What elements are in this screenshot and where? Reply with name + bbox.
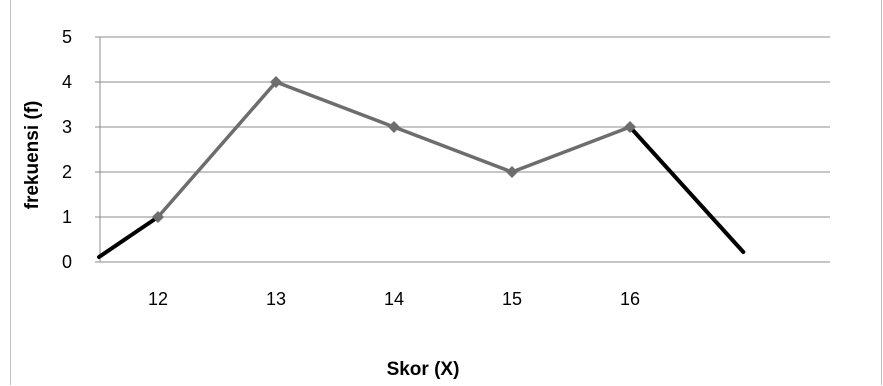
extension-line-right bbox=[628, 125, 746, 254]
y-tick-label-4: 4 bbox=[62, 72, 72, 92]
x-axis-title: Skor (X) bbox=[387, 359, 460, 380]
y-tick-label-2: 2 bbox=[62, 162, 72, 182]
series-line bbox=[156, 80, 631, 219]
x-tick-label-15: 15 bbox=[502, 289, 522, 309]
series-markers bbox=[152, 76, 636, 223]
x-tick-label-16: 16 bbox=[620, 289, 640, 309]
series-line-path bbox=[156, 80, 631, 219]
data-point-13 bbox=[270, 76, 282, 88]
y-tick-label-0: 0 bbox=[62, 252, 72, 272]
data-point-12 bbox=[152, 211, 164, 223]
chart-frame bbox=[10, 0, 882, 385]
y-axis-tick-labels: 0 1 2 3 4 5 bbox=[62, 27, 72, 272]
grid-lines bbox=[95, 36, 830, 263]
data-point-15 bbox=[506, 166, 518, 178]
x-tick-label-12: 12 bbox=[148, 289, 168, 309]
y-tick-label-3: 3 bbox=[62, 117, 72, 137]
x-axis-tick-labels: 12 13 14 15 16 bbox=[148, 289, 640, 309]
data-point-14 bbox=[388, 121, 400, 133]
y-axis-title: frekuensi (f) bbox=[22, 101, 43, 210]
extension-lines bbox=[97, 125, 746, 259]
y-tick-label-5: 5 bbox=[62, 27, 72, 47]
extension-line-left bbox=[97, 215, 160, 259]
x-tick-label-14: 14 bbox=[384, 289, 404, 309]
data-point-16 bbox=[624, 121, 636, 133]
x-tick-label-13: 13 bbox=[266, 289, 286, 309]
y-tick-label-1: 1 bbox=[62, 207, 72, 227]
